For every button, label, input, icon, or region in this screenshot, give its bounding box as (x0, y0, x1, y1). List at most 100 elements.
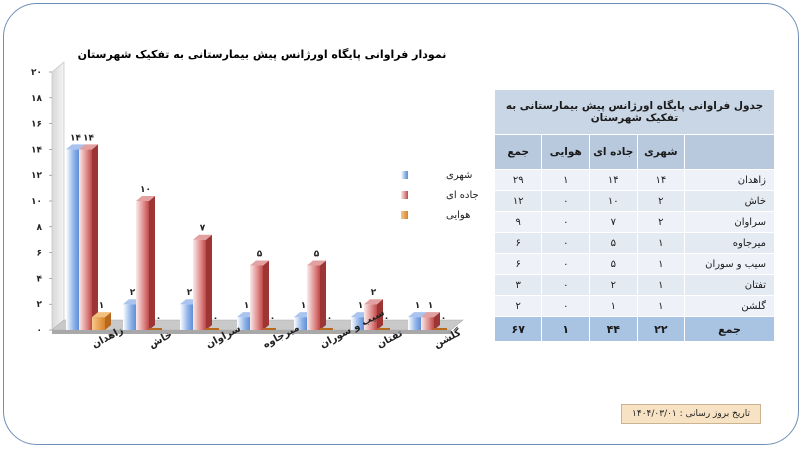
update-date-note: تاریخ بروز رسانی : ۱۴۰۴/۰۳/۰۱ (621, 404, 761, 424)
bar: ۱ (421, 301, 440, 330)
table-cell: ۱۰ (589, 190, 638, 212)
bar-front (408, 317, 421, 330)
bar: ۰ (434, 314, 447, 330)
bar: ۰ (149, 314, 162, 330)
bar-side (377, 299, 383, 330)
table-cell: ۵ (589, 232, 638, 254)
bar-front (364, 304, 377, 330)
bar-value-label: ۲ (130, 288, 136, 298)
bar-value-label: ۰ (441, 314, 447, 324)
table-cell: ۰ (541, 211, 591, 233)
table-header: هوایی (541, 134, 591, 170)
bar-front (149, 328, 162, 330)
table-cell: ۰ (541, 190, 591, 212)
bar-value-label: ۱ (428, 301, 434, 311)
y-tick-label: ۱۶ (31, 120, 42, 130)
legend-label: شهری (446, 170, 472, 181)
bar-value-label: ۱ (415, 301, 421, 311)
table-cell: ۱ (636, 232, 686, 254)
table-cell: ۱۴ (636, 169, 686, 191)
table-row: زاهدان ۱۴ ۱۴ ۱ ۲۹ (493, 169, 775, 191)
bar: ۰ (377, 314, 390, 330)
bar-front (92, 317, 105, 330)
bar-top (408, 312, 427, 318)
table-cell: ۶ (493, 253, 543, 275)
bar-value-label: ۱۴ (70, 133, 81, 143)
table-title: جدول فراوانی پایگاه اورژانس پیش بیمارستا… (494, 89, 775, 135)
table-header-blank (684, 134, 775, 170)
y-tick-label: ۲ (37, 300, 43, 310)
bar-side (92, 144, 98, 330)
bar: ۷ (193, 224, 212, 330)
table-cell-city: سراوان (684, 211, 775, 233)
bar: ۱۰ (136, 185, 155, 330)
table-total-cell: ۶۷ (493, 316, 543, 342)
y-tick-label: ۴ (37, 274, 43, 284)
bar-value-label: ۱۴ (83, 133, 94, 143)
table-cell: ۱ (636, 295, 686, 317)
table-cell-city: تفتان (684, 274, 775, 296)
y-tick-label: ۲۰ (31, 68, 42, 78)
y-tick-label: ۰ (37, 326, 43, 336)
table-cell: ۲۹ (493, 169, 543, 191)
bar-top (193, 234, 212, 240)
bar: ۵ (250, 250, 269, 330)
legend-swatch (401, 191, 408, 199)
bar: ۱ (92, 301, 111, 330)
bar-value-label: ۱ (244, 301, 250, 311)
bar-side (263, 260, 269, 330)
chart-floor-edge (52, 330, 451, 334)
bar-value-label: ۰ (327, 314, 333, 324)
bar-value-label: ۱ (301, 301, 307, 311)
legend-swatch (401, 211, 408, 219)
table-row: سراوان ۲ ۷ ۰ ۹ (493, 211, 775, 233)
bar-front (434, 328, 447, 330)
table-header: شهری (636, 134, 686, 170)
table-total-cell: ۱ (541, 316, 591, 342)
bar: ۰ (320, 314, 333, 330)
chart-title: نمودار فراوانی پایگاه اورژانس پیش بیمارس… (78, 48, 447, 61)
table-cell-city: سیب و سوران (684, 253, 775, 275)
bar-front (421, 317, 434, 330)
bar-front (351, 317, 364, 330)
bar-front (123, 304, 136, 330)
y-tick-label: ۶ (37, 249, 43, 259)
bar: ۰ (206, 314, 219, 330)
data-table: جدول فراوانی پایگاه اورژانس پیش بیمارستا… (493, 89, 775, 342)
table-cell: ۲ (636, 190, 686, 212)
bar-front (66, 149, 79, 330)
table-cell-city: میرجاوه (684, 232, 775, 254)
bar-front (377, 328, 390, 330)
bar-value-label: ۱۰ (140, 185, 151, 195)
table-cell: ۹ (493, 211, 543, 233)
bar-value-label: ۲ (371, 288, 377, 298)
bar-value-label: ۷ (200, 224, 206, 234)
table-cell: ۲ (493, 295, 543, 317)
bar-top (364, 299, 383, 305)
table-cell-city: گلشن (684, 295, 775, 317)
bar-front (79, 149, 92, 330)
bar-front (193, 239, 206, 330)
bar-value-label: ۵ (257, 250, 263, 260)
table-cell: ۱ (636, 274, 686, 296)
table-cell-city: زاهدان (684, 169, 775, 191)
bar-top (307, 260, 326, 266)
bar-side (320, 260, 326, 330)
table-row: سیب و سوران ۱ ۵ ۰ ۶ (493, 253, 775, 275)
chart-side-wall (51, 61, 65, 331)
bar-side (105, 312, 111, 330)
bar: ۰ (263, 314, 276, 330)
y-tick-label: ۱۸ (31, 94, 42, 104)
bar-value-label: ۰ (156, 314, 162, 324)
bar-value-label: ۰ (213, 314, 219, 324)
table-row: خاش ۲ ۱۰ ۰ ۱۲ (493, 190, 775, 212)
bar-front (320, 328, 333, 330)
bar-side (149, 196, 155, 330)
bar-front (206, 328, 219, 330)
bar-front (180, 304, 193, 330)
table-cell: ۲ (636, 211, 686, 233)
bar-front (294, 317, 307, 330)
table-row: تفتان ۱ ۲ ۰ ۳ (493, 274, 775, 296)
table-header: جاده ای (589, 134, 638, 170)
